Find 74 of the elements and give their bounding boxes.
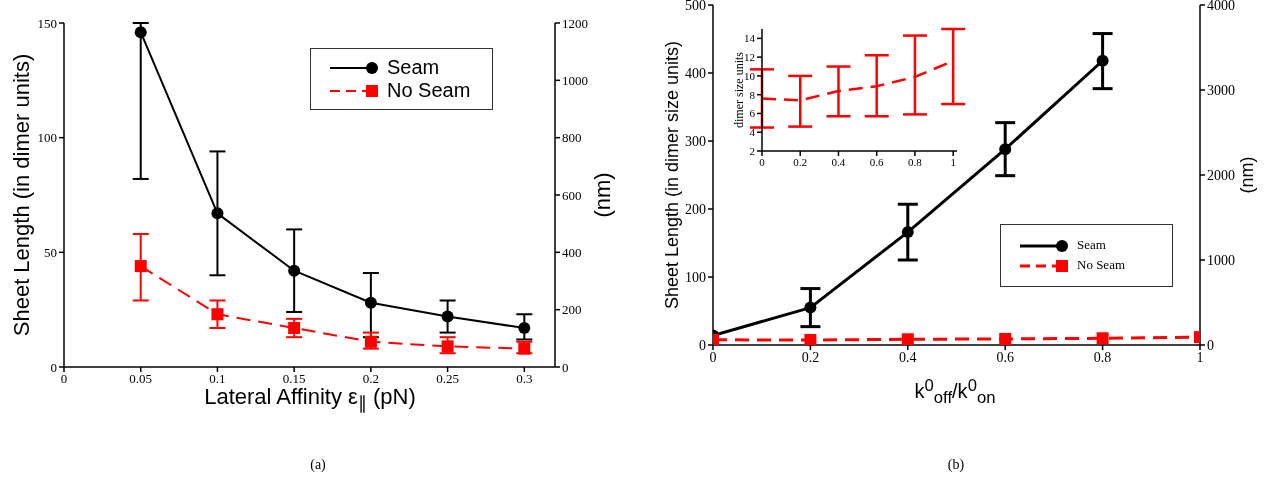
y-tick-label: 400 <box>685 65 706 81</box>
point <box>134 26 147 39</box>
y-tick-label: 4 <box>749 126 756 139</box>
x-tick-label: 0 <box>60 371 68 387</box>
y2-axis-title: (nm) <box>1237 156 1258 194</box>
y2-tick-label: 3000 <box>1207 82 1235 98</box>
y2-tick-label: 600 <box>562 187 582 203</box>
x-tick-label: 0 <box>759 155 766 168</box>
x-tick-label: 0.2 <box>793 155 808 168</box>
x-tick-label: 0.25 <box>436 371 459 387</box>
y2-tick-label: 800 <box>562 130 582 146</box>
text: (b) <box>947 457 965 473</box>
x-tick-label: 0.3 <box>516 371 533 387</box>
y2-tick-label: 0 <box>562 359 569 375</box>
x-tick-label: 1 <box>1196 349 1204 365</box>
point <box>288 322 301 335</box>
y-tick-label: 150 <box>37 15 57 31</box>
point <box>901 226 914 239</box>
y2-tick-label: 0 <box>1207 337 1214 353</box>
y-tick-label: 12 <box>744 51 755 64</box>
x-tick-label: 0 <box>709 349 717 365</box>
y-tick-label: 2 <box>749 144 755 157</box>
y-tick-label: 100 <box>685 269 706 285</box>
x-tick-label: 0.6 <box>996 349 1014 365</box>
y2-tick-label: 400 <box>562 244 582 260</box>
y-tick-label: 8 <box>749 88 756 101</box>
x-tick-label: 0.2 <box>801 349 820 365</box>
legend-label: Seam <box>387 56 440 79</box>
x-tick-label: 0.05 <box>129 371 153 387</box>
point <box>134 260 147 273</box>
point <box>518 322 531 335</box>
point <box>364 335 377 348</box>
y-tick-label: 200 <box>685 201 706 217</box>
point <box>999 143 1012 156</box>
point <box>288 264 301 277</box>
y2-tick-label: 200 <box>562 302 582 318</box>
legend-label: Seam <box>1077 237 1106 253</box>
x-tick-label: 0.4 <box>831 155 846 168</box>
y-tick-label: 0 <box>699 337 706 353</box>
y-tick-label: 0 <box>50 359 57 375</box>
x-tick-label: 1 <box>950 155 956 168</box>
y-tick-label: 100 <box>37 130 57 146</box>
legend-label: No Seam <box>387 79 471 102</box>
y-axis-title: Sheet Length (in dimer size units) <box>662 40 683 310</box>
point <box>1096 54 1109 67</box>
point <box>441 310 454 323</box>
point <box>804 301 817 314</box>
x-tick-label: 0.8 <box>908 155 923 168</box>
x-tick-label: 0.4 <box>899 349 917 365</box>
point <box>441 340 454 353</box>
y2-tick-label: 1200 <box>562 15 588 31</box>
x-tick-label: 0.6 <box>869 155 885 168</box>
y-axis-title: Sheet Length (in dimer units) <box>8 53 35 337</box>
point <box>901 333 914 345</box>
y2-tick-label: 4000 <box>1207 0 1235 13</box>
point <box>211 308 224 321</box>
text: (a) <box>310 457 326 473</box>
point <box>211 207 224 220</box>
point <box>364 296 377 309</box>
y2-axis-title: (nm) <box>589 172 616 218</box>
point <box>1096 332 1109 345</box>
y-tick-label: 10 <box>744 69 756 82</box>
y-tick-label: 50 <box>44 244 57 260</box>
y-tick-label: 6 <box>749 107 756 120</box>
legend-label: No Seam <box>1077 257 1126 273</box>
y2-tick-label: 1000 <box>562 72 588 88</box>
y2-tick-label: 2000 <box>1207 167 1235 183</box>
point <box>804 333 817 345</box>
point <box>999 332 1012 345</box>
x-tick-label: 0.8 <box>1093 349 1112 365</box>
y2-tick-label: 1000 <box>1207 252 1235 268</box>
y-tick-label: 14 <box>744 32 756 45</box>
y-tick-label: 300 <box>685 133 706 149</box>
y-tick-label: 500 <box>685 0 706 13</box>
